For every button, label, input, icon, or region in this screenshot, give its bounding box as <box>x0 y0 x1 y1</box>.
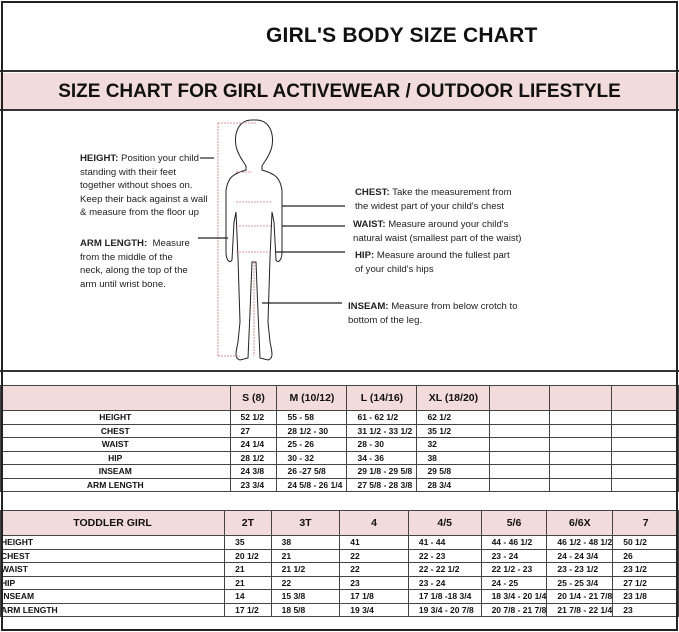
table-cell: 21 7/8 - 22 1/4 <box>546 602 614 617</box>
table-cell: 32 <box>416 437 491 452</box>
table-cell: 35 1/2 <box>416 423 491 438</box>
table-cell: 61 - 62 1/2 <box>346 410 418 425</box>
column-header: TODDLER GIRL <box>0 510 226 536</box>
table-row: HIP 28 1/2 30 - 32 34 - 36 38 <box>0 450 679 465</box>
column-header <box>0 385 231 411</box>
table-row: WAIST 24 1/4 25 - 26 28 - 30 32 <box>0 437 679 452</box>
table-cell: 27 5/8 - 28 3/8 <box>346 477 418 492</box>
table-row: HEIGHT 52 1/2 55 - 58 61 - 62 1/2 62 1/2 <box>0 410 679 425</box>
height-instructions: HEIGHT: Position your child standing with… <box>80 153 208 218</box>
table-cell <box>611 464 679 479</box>
table-cell: 31 1/2 - 33 1/2 <box>346 423 418 438</box>
hip-instructions: HIP: Measure around the fullest part of y… <box>355 250 510 275</box>
table-row: INSEAM 14 15 3/8 17 1/8 17 1/8 -18 3/4 18 3/4… <box>0 589 679 604</box>
chest-instructions: CHEST: Take the measurement from the wide… <box>355 187 512 212</box>
table-cell: 24 1/4 <box>229 437 278 452</box>
column-header: 6/6X <box>546 510 614 536</box>
table-cell: 26 -27 5/8 <box>276 464 348 479</box>
inseam-instructions: INSEAM: Measure from below crotch to bott… <box>348 301 518 326</box>
table-cell: 18 5/8 <box>270 602 341 617</box>
table-row: ARM LENGTH 17 1/2 18 5/8 19 3/4 19 3/4 - 20 … <box>0 602 679 617</box>
table-cell <box>611 450 679 465</box>
table-cell: 20 7/8 - 21 7/8 <box>480 602 548 617</box>
column-header: 5/6 <box>480 510 548 536</box>
table-cell: 28 - 30 <box>346 437 418 452</box>
column-header <box>549 385 613 411</box>
table-cell: 25 - 25 3/4 <box>546 575 614 590</box>
table-cell: 38 <box>416 450 491 465</box>
column-header: M (10/12) <box>276 385 348 411</box>
subtitle-band: SIZE CHART FOR GIRL ACTIVEWEAR / OUTDOOR… <box>0 73 679 111</box>
table-cell: 29 5/8 <box>416 464 491 479</box>
table-row: WAIST 21 21 1/2 22 22 - 22 1/2 22 1/2 - 23 23 … <box>0 562 679 577</box>
girl-size-table: S (8) M (10/12) L (14/16) XL (18/20) HEIGHT 5… <box>0 385 679 492</box>
table-row: CHEST 27 28 1/2 - 30 31 1/2 - 33 1/2 35 1/2 <box>0 423 679 438</box>
column-header <box>489 385 551 411</box>
column-header <box>611 385 679 411</box>
body-outline <box>225 119 283 361</box>
table-cell <box>611 423 679 438</box>
column-header: S (8) <box>229 385 278 411</box>
table-cell: 22 1/2 - 23 <box>480 562 548 577</box>
table-row: INSEAM 24 3/8 26 -27 5/8 29 1/8 - 29 5/8 29 … <box>0 464 679 479</box>
child-body-illustration <box>198 119 345 361</box>
table-cell <box>611 477 679 492</box>
column-header: XL (18/20) <box>416 385 491 411</box>
waist-instructions: WAIST: Measure around your child's natura… <box>353 219 522 244</box>
toddler-size-table: TODDLER GIRL 2T 3T 4 4/5 5/6 6/6X 7 HEIGHT 35 38 41… <box>0 510 679 617</box>
title-section: GIRL'S BODY SIZE CHART <box>0 0 679 72</box>
column-header: 7 <box>612 510 679 536</box>
column-header: 4/5 <box>407 510 482 536</box>
table-row: ARM LENGTH 23 3/4 24 5/8 - 26 1/4 27 5/8 - … <box>0 477 679 492</box>
table-cell: 29 1/8 - 29 5/8 <box>346 464 418 479</box>
table-cell: 19 3/4 <box>339 602 409 617</box>
table-cell <box>611 410 679 425</box>
divider <box>0 370 679 372</box>
header-row: TODDLER GIRL 2T 3T 4 4/5 5/6 6/6X 7 <box>0 510 679 536</box>
table-cell: 34 - 36 <box>346 450 418 465</box>
table-cell: 28 3/4 <box>416 477 491 492</box>
header-row: S (8) M (10/12) L (14/16) XL (18/20) <box>0 385 679 411</box>
column-header: 4 <box>339 510 409 536</box>
row-label: ARM LENGTH <box>0 477 231 492</box>
table-cell: 24 3/8 <box>229 464 278 479</box>
column-header: 2T <box>224 510 272 536</box>
table-row: CHEST 20 1/2 21 22 22 - 23 23 - 24 24 - 24 3/4… <box>0 548 679 563</box>
table-cell: 28 1/2 <box>229 450 278 465</box>
row-label: HIP <box>0 450 231 465</box>
table-cell <box>611 437 679 452</box>
page-title: GIRL'S BODY SIZE CHART <box>266 24 538 47</box>
arm-length-instructions: ARM LENGTH: Measure from the middle of th… <box>80 238 190 290</box>
column-header: L (14/16) <box>346 385 418 411</box>
table-cell: 23 1/2 <box>612 562 679 577</box>
table-cell: 62 1/2 <box>416 410 491 425</box>
column-header: 3T <box>270 510 341 536</box>
table-cell: 23 <box>612 602 679 617</box>
